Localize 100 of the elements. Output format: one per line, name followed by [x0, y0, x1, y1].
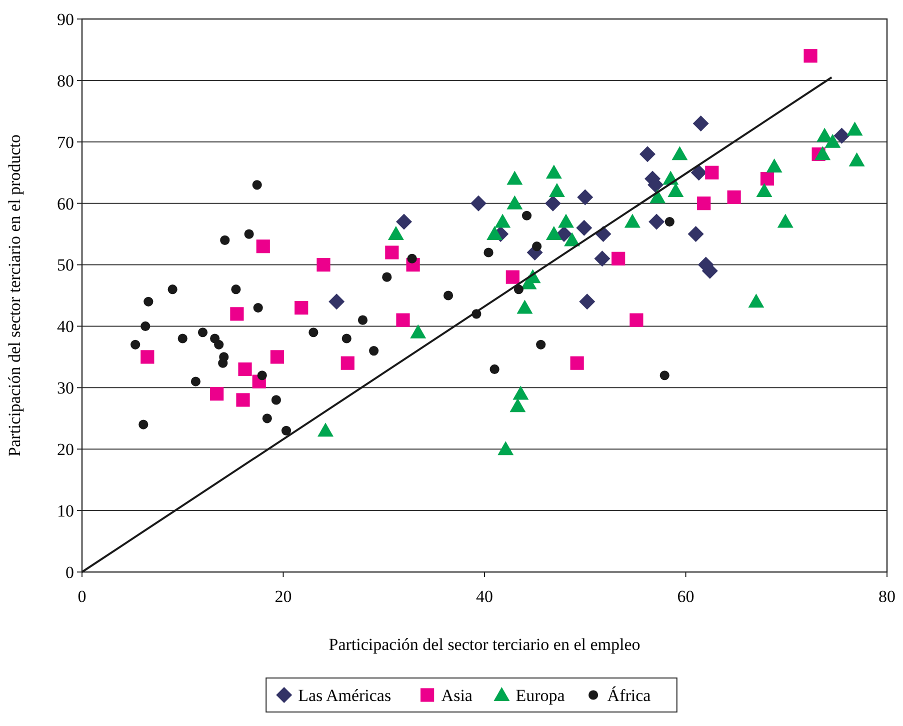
point [546, 226, 562, 240]
point [594, 250, 610, 267]
point [766, 158, 782, 172]
point [506, 270, 520, 284]
x-tick-label: 60 [677, 587, 694, 606]
point [512, 386, 529, 400]
legend-label: Asia [441, 686, 473, 705]
point [198, 328, 208, 338]
point [848, 152, 865, 166]
point [252, 180, 262, 190]
point [328, 294, 345, 310]
point [358, 315, 368, 325]
y-tick-label: 70 [57, 132, 74, 152]
x-tick-label: 40 [476, 587, 493, 606]
point [748, 294, 764, 308]
point [624, 214, 640, 228]
y-tick-label: 80 [57, 71, 74, 90]
point [612, 252, 626, 266]
point [579, 294, 596, 310]
point [498, 441, 514, 456]
y-tick-label: 50 [57, 256, 74, 275]
point [640, 146, 656, 162]
point [382, 272, 392, 282]
point [672, 146, 688, 160]
point [342, 334, 352, 344]
point [262, 414, 272, 424]
point [140, 321, 150, 332]
y-tick-label: 20 [57, 440, 74, 460]
point [253, 302, 263, 313]
point [688, 226, 704, 242]
point [236, 393, 250, 407]
point [244, 229, 254, 239]
point [396, 313, 410, 327]
point [814, 146, 831, 160]
point [220, 235, 230, 245]
point [727, 190, 741, 204]
point [470, 195, 486, 212]
point [705, 166, 719, 180]
legend-label: Europa [516, 686, 566, 705]
point [316, 258, 330, 272]
point [697, 196, 711, 210]
point [210, 387, 224, 401]
point [318, 422, 334, 437]
point [516, 300, 533, 314]
point [271, 395, 282, 405]
y-tick-label: 40 [57, 317, 74, 336]
point [564, 232, 580, 246]
point [506, 195, 523, 210]
point [532, 242, 542, 252]
point [536, 340, 546, 350]
y-tick-label: 10 [57, 502, 74, 521]
point [257, 370, 267, 380]
point [576, 220, 592, 236]
point [484, 248, 494, 258]
point [178, 334, 188, 344]
point [777, 214, 794, 228]
point [546, 164, 562, 179]
point [824, 134, 841, 148]
point [494, 214, 511, 228]
point [340, 356, 354, 370]
point [231, 284, 241, 294]
point [846, 122, 863, 136]
point [690, 164, 707, 181]
point [522, 210, 532, 220]
point [388, 226, 404, 240]
y-tick-label: 0 [66, 562, 74, 582]
point [144, 296, 154, 306]
point [190, 376, 201, 386]
point [407, 254, 417, 264]
point [308, 328, 318, 338]
point [443, 290, 454, 300]
point [630, 313, 644, 327]
point [294, 300, 308, 315]
point [490, 364, 500, 374]
x-tick-label: 80 [878, 587, 896, 606]
x-tick-label: 0 [78, 587, 86, 606]
legend-label: África [607, 686, 652, 705]
point [230, 307, 244, 321]
point [648, 214, 665, 230]
point [664, 216, 674, 227]
point [256, 240, 270, 254]
point [238, 362, 252, 376]
y-tick-label: 90 [57, 10, 74, 29]
legend-label: Las Américas [298, 686, 392, 705]
point [804, 49, 818, 63]
x-axis-title: Participación del sector terciario en el empleo [328, 635, 640, 654]
point [130, 340, 140, 350]
point [486, 226, 503, 240]
point [138, 420, 148, 430]
point [410, 324, 426, 338]
point [214, 340, 224, 350]
point [668, 183, 684, 198]
point [168, 284, 178, 294]
point [506, 170, 523, 185]
point [558, 214, 574, 228]
point [577, 189, 594, 206]
point [834, 128, 850, 144]
point [385, 246, 399, 260]
point [270, 350, 284, 364]
point [281, 426, 292, 436]
